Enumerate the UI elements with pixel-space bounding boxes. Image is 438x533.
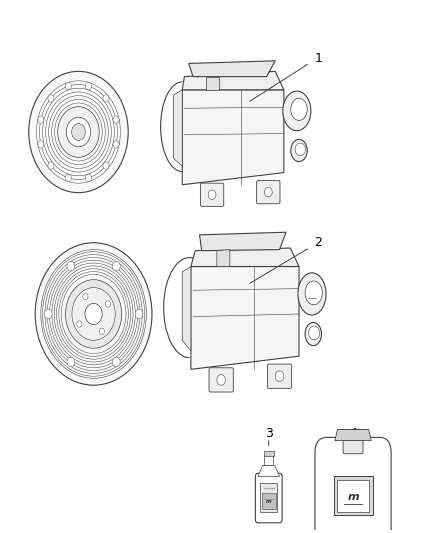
Circle shape xyxy=(35,243,152,385)
Circle shape xyxy=(72,288,115,341)
Circle shape xyxy=(66,117,91,147)
Text: 4: 4 xyxy=(349,427,357,440)
Circle shape xyxy=(275,371,284,382)
FancyBboxPatch shape xyxy=(315,438,391,533)
Polygon shape xyxy=(182,90,284,185)
Circle shape xyxy=(113,261,120,271)
Circle shape xyxy=(308,326,320,340)
Polygon shape xyxy=(182,71,284,90)
Bar xyxy=(264,450,274,456)
Text: 1: 1 xyxy=(314,52,322,64)
Bar xyxy=(265,455,273,465)
FancyBboxPatch shape xyxy=(209,368,233,392)
Polygon shape xyxy=(182,266,191,351)
Circle shape xyxy=(58,107,99,157)
FancyBboxPatch shape xyxy=(255,473,282,523)
Circle shape xyxy=(295,143,305,156)
Bar xyxy=(334,476,372,515)
Circle shape xyxy=(38,116,44,124)
Polygon shape xyxy=(258,465,279,477)
Text: m: m xyxy=(266,499,272,504)
Circle shape xyxy=(65,174,71,182)
Circle shape xyxy=(83,294,88,300)
Text: m: m xyxy=(347,492,359,502)
Ellipse shape xyxy=(283,91,311,131)
Text: 3: 3 xyxy=(265,427,273,440)
Ellipse shape xyxy=(291,98,307,120)
Ellipse shape xyxy=(298,273,326,315)
Circle shape xyxy=(65,83,71,90)
Circle shape xyxy=(99,328,104,335)
FancyBboxPatch shape xyxy=(201,183,224,206)
Circle shape xyxy=(77,321,82,327)
Circle shape xyxy=(265,188,272,197)
Circle shape xyxy=(48,95,54,102)
Circle shape xyxy=(113,141,119,148)
Circle shape xyxy=(66,280,122,348)
Circle shape xyxy=(44,309,52,319)
FancyBboxPatch shape xyxy=(343,438,363,454)
Ellipse shape xyxy=(305,322,321,345)
Circle shape xyxy=(85,174,92,182)
FancyBboxPatch shape xyxy=(268,364,292,389)
Circle shape xyxy=(85,303,102,325)
Circle shape xyxy=(217,375,226,385)
Circle shape xyxy=(71,124,85,140)
Polygon shape xyxy=(191,266,299,369)
Bar xyxy=(338,480,369,512)
Ellipse shape xyxy=(305,281,322,305)
Polygon shape xyxy=(189,61,275,77)
Circle shape xyxy=(85,83,92,90)
Circle shape xyxy=(105,301,110,307)
Polygon shape xyxy=(200,232,286,251)
Polygon shape xyxy=(191,248,299,266)
Circle shape xyxy=(38,141,44,148)
Polygon shape xyxy=(173,90,182,166)
Ellipse shape xyxy=(291,140,307,161)
Circle shape xyxy=(103,95,109,102)
Bar xyxy=(260,483,277,512)
Circle shape xyxy=(103,162,109,169)
Polygon shape xyxy=(335,430,371,441)
Polygon shape xyxy=(217,249,230,266)
Circle shape xyxy=(67,357,75,367)
Circle shape xyxy=(208,190,216,199)
Circle shape xyxy=(48,162,54,169)
Polygon shape xyxy=(206,77,219,90)
Circle shape xyxy=(113,116,119,124)
FancyBboxPatch shape xyxy=(257,181,280,204)
Circle shape xyxy=(67,261,75,271)
Circle shape xyxy=(29,71,128,192)
Text: 2: 2 xyxy=(314,236,322,249)
Bar xyxy=(262,494,276,509)
Circle shape xyxy=(113,357,120,367)
Circle shape xyxy=(135,309,143,319)
